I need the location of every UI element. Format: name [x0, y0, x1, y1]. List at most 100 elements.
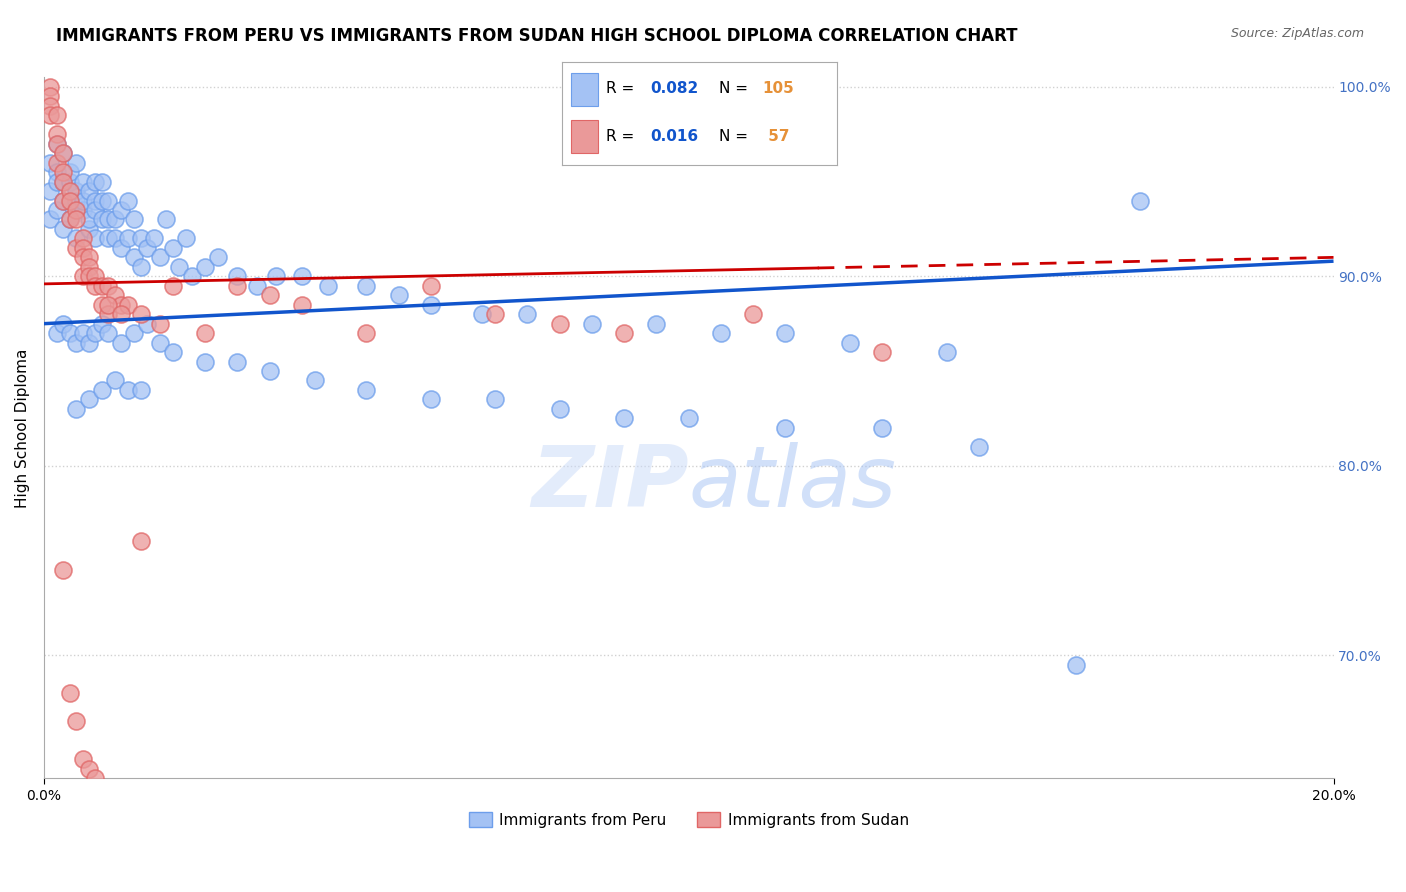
Point — [613, 326, 636, 340]
Point — [122, 326, 145, 340]
Point — [65, 714, 87, 729]
Point — [84, 202, 107, 217]
Point — [226, 278, 249, 293]
Point — [45, 155, 67, 169]
Point — [45, 175, 67, 189]
Point — [207, 251, 229, 265]
Point — [581, 317, 603, 331]
Point — [419, 278, 441, 293]
Point — [117, 231, 139, 245]
Point — [45, 202, 67, 217]
Point — [52, 194, 75, 208]
Point — [110, 335, 132, 350]
Point — [136, 241, 159, 255]
Point — [45, 326, 67, 340]
Point — [52, 222, 75, 236]
Point — [84, 269, 107, 284]
Point — [72, 241, 94, 255]
Point — [174, 231, 197, 245]
Point — [77, 184, 100, 198]
Point — [110, 202, 132, 217]
Point — [39, 79, 62, 94]
Point — [548, 401, 571, 416]
Point — [84, 231, 107, 245]
Point — [77, 335, 100, 350]
Point — [84, 194, 107, 208]
Point — [162, 345, 184, 359]
Point — [104, 231, 127, 245]
Point — [484, 392, 506, 407]
Point — [72, 231, 94, 245]
Point — [136, 317, 159, 331]
Point — [613, 411, 636, 425]
Point — [97, 326, 120, 340]
Point — [97, 298, 120, 312]
Point — [84, 175, 107, 189]
Text: atlas: atlas — [689, 442, 897, 525]
Point — [52, 146, 75, 161]
Point — [90, 383, 112, 397]
Point — [194, 354, 217, 368]
Point — [65, 155, 87, 169]
Text: N =: N = — [718, 80, 752, 95]
Point — [52, 165, 75, 179]
Point — [84, 278, 107, 293]
Point — [97, 212, 120, 227]
Point — [194, 326, 217, 340]
Point — [84, 326, 107, 340]
Point — [838, 335, 860, 350]
Point — [77, 269, 100, 284]
Point — [65, 184, 87, 198]
Point — [97, 231, 120, 245]
Point — [110, 307, 132, 321]
Text: Source: ZipAtlas.com: Source: ZipAtlas.com — [1230, 27, 1364, 40]
Point — [59, 212, 82, 227]
Point — [291, 269, 314, 284]
Point — [516, 307, 538, 321]
Point — [72, 251, 94, 265]
Point — [72, 175, 94, 189]
Point — [967, 440, 990, 454]
Point — [122, 212, 145, 227]
Point — [645, 317, 668, 331]
Point — [77, 251, 100, 265]
Point — [90, 212, 112, 227]
Point — [52, 175, 75, 189]
Text: N =: N = — [718, 128, 752, 144]
Point — [291, 298, 314, 312]
Point — [97, 194, 120, 208]
Point — [129, 260, 152, 274]
Point — [104, 288, 127, 302]
Point — [77, 260, 100, 274]
Point — [90, 317, 112, 331]
Point — [149, 251, 172, 265]
Point — [678, 411, 700, 425]
Point — [775, 421, 797, 435]
Point — [356, 383, 378, 397]
Point — [356, 326, 378, 340]
Point — [129, 383, 152, 397]
Point — [39, 108, 62, 122]
Point — [59, 686, 82, 700]
Point — [110, 298, 132, 312]
Text: 0.082: 0.082 — [650, 80, 699, 95]
Point — [129, 534, 152, 549]
Point — [181, 269, 204, 284]
Text: 105: 105 — [762, 80, 794, 95]
Point — [419, 392, 441, 407]
Point — [775, 326, 797, 340]
Point — [117, 194, 139, 208]
Point — [226, 269, 249, 284]
Point — [77, 222, 100, 236]
Text: 57: 57 — [762, 128, 789, 144]
Point — [742, 307, 765, 321]
Point — [39, 155, 62, 169]
Point — [149, 335, 172, 350]
Point — [471, 307, 494, 321]
Point — [45, 128, 67, 142]
Point — [122, 251, 145, 265]
Bar — [571, 120, 598, 153]
Point — [52, 563, 75, 577]
Text: IMMIGRANTS FROM PERU VS IMMIGRANTS FROM SUDAN HIGH SCHOOL DIPLOMA CORRELATION CH: IMMIGRANTS FROM PERU VS IMMIGRANTS FROM … — [56, 27, 1018, 45]
Point — [65, 202, 87, 217]
